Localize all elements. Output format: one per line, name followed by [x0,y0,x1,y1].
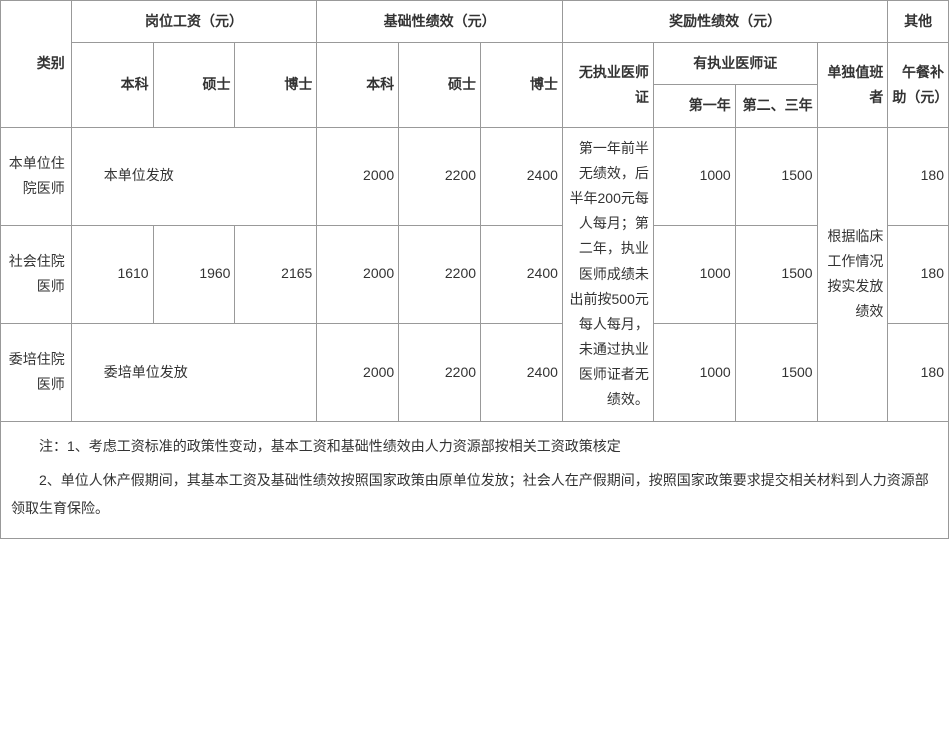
base-bachelor: 2000 [317,225,399,323]
table-row: 本单位住院医师 本单位发放 2000 2200 2400 第一年前半无绩效，后半… [1,127,949,225]
header-year1: 第一年 [653,85,735,127]
header-salary-bachelor: 本科 [71,43,153,127]
row-label: 本单位住院医师 [1,127,72,225]
salary-table: 类别 岗位工资（元） 基础性绩效（元） 奖励性绩效（元） 其他 本科 硕士 博士… [0,0,949,422]
base-bachelor: 2000 [317,323,399,421]
header-salary-group: 岗位工资（元） [71,1,317,43]
base-doctor: 2400 [481,225,563,323]
page-container: 类别 岗位工资（元） 基础性绩效（元） 奖励性绩效（元） 其他 本科 硕士 博士… [0,0,949,539]
salary-merged: 委培单位发放 [71,323,317,421]
header-no-license: 无执业医师证 [562,43,653,127]
lunch: 180 [888,225,949,323]
header-lunch: 午餐补助（元） [888,43,949,127]
no-license-cell: 第一年前半无绩效，后半年200元每人每月；第二年，执业医师成绩未出前按500元每… [562,127,653,421]
table-row: 社会住院医师 1610 1960 2165 2000 2200 2400 100… [1,225,949,323]
lunch: 180 [888,127,949,225]
header-row-2: 本科 硕士 博士 本科 硕士 博士 无执业医师证 有执业医师证 单独值班者 午餐… [1,43,949,85]
header-base-bachelor: 本科 [317,43,399,127]
header-row-1: 类别 岗位工资（元） 基础性绩效（元） 奖励性绩效（元） 其他 [1,1,949,43]
base-bachelor: 2000 [317,127,399,225]
year1: 1000 [653,127,735,225]
base-doctor: 2400 [481,127,563,225]
year23: 1500 [735,323,817,421]
header-salary-doctor: 博士 [235,43,317,127]
base-master: 2200 [399,323,481,421]
header-category: 类别 [1,1,72,128]
notes-section: 注：1、考虑工资标准的政策性变动，基本工资和基础性绩效由人力资源部按相关工资政策… [0,422,949,539]
header-salary-master: 硕士 [153,43,235,127]
base-doctor: 2400 [481,323,563,421]
table-row: 委培住院医师 委培单位发放 2000 2200 2400 1000 1500 1… [1,323,949,421]
header-year23: 第二、三年 [735,85,817,127]
salary-merged: 本单位发放 [71,127,317,225]
header-other-group: 其他 [888,1,949,43]
base-master: 2200 [399,127,481,225]
note-1: 注：1、考虑工资标准的政策性变动，基本工资和基础性绩效由人力资源部按相关工资政策… [11,432,938,460]
year1: 1000 [653,323,735,421]
lunch: 180 [888,323,949,421]
row-label: 委培住院医师 [1,323,72,421]
header-base-doctor: 博士 [481,43,563,127]
year23: 1500 [735,127,817,225]
header-reward-perf-group: 奖励性绩效（元） [562,1,887,43]
note-2: 2、单位人休产假期间，其基本工资及基础性绩效按照国家政策由原单位发放；社会人在产… [11,466,938,522]
base-master: 2200 [399,225,481,323]
salary-master: 1960 [153,225,235,323]
header-base-perf-group: 基础性绩效（元） [317,1,563,43]
year1: 1000 [653,225,735,323]
header-base-master: 硕士 [399,43,481,127]
solo-shift-cell: 根据临床工作情况按实发放绩效 [817,127,888,421]
header-has-license: 有执业医师证 [653,43,817,85]
salary-bachelor: 1610 [71,225,153,323]
salary-doctor: 2165 [235,225,317,323]
year23: 1500 [735,225,817,323]
row-label: 社会住院医师 [1,225,72,323]
header-solo-shift: 单独值班者 [817,43,888,127]
